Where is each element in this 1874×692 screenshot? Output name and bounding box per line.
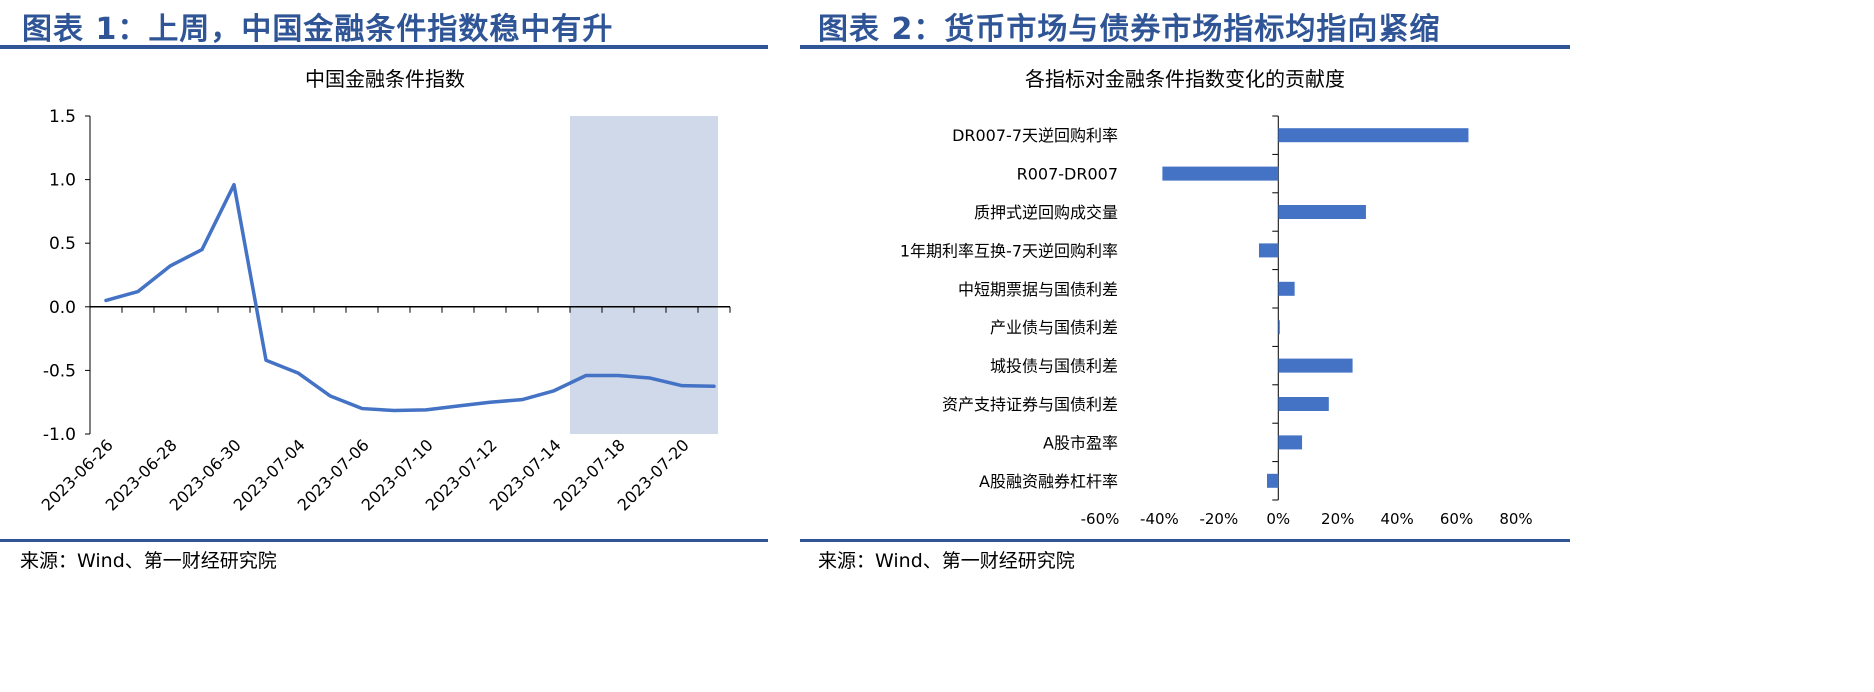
- x-tick-label: -60%: [1081, 510, 1120, 528]
- bar: [1278, 320, 1280, 335]
- data-point: [456, 404, 460, 408]
- bar: [1258, 243, 1279, 258]
- category-label: DR007-7天逆回购利率: [952, 126, 1118, 145]
- data-point: [296, 371, 300, 375]
- category-label: 质押式逆回购成交量: [974, 203, 1118, 222]
- category-label: 产业债与国债利差: [990, 318, 1118, 337]
- bar-chart: DR007-7天逆回购利率 R007-DR007 质押式逆回购成交量 1年期利率互换-…: [900, 115, 1533, 528]
- panel-2-source: 来源：Wind、第一财经研究院: [818, 550, 1075, 572]
- data-point: [136, 290, 140, 294]
- panel-2-heading-rule: [800, 45, 1570, 49]
- data-point: [392, 408, 396, 412]
- data-point: [232, 183, 236, 187]
- chart-1-title: 中国金融条件指数: [305, 67, 465, 91]
- line-chart: 1.51.00.50.0-0.5-1.02023-06-262023-06-28…: [38, 107, 731, 515]
- category-label: A股融资融券杠杆率: [979, 472, 1118, 491]
- x-tick-label: 20%: [1321, 510, 1354, 528]
- x-tick-label: 60%: [1440, 510, 1473, 528]
- panel-2-heading: 图表 2：货币市场与债券市场指标均指向紧缩: [818, 12, 1441, 47]
- x-tick-label: 40%: [1380, 510, 1413, 528]
- category-label: 城投债与国债利差: [990, 357, 1118, 376]
- data-point: [424, 408, 428, 412]
- bar: [1278, 397, 1329, 411]
- data-point: [552, 389, 556, 393]
- data-point: [104, 298, 108, 302]
- chart-2-title: 各指标对金融条件指数变化的贡献度: [1025, 67, 1345, 91]
- category-label: R007-DR007: [1017, 165, 1118, 184]
- x-tick-label: 0%: [1266, 510, 1290, 528]
- data-point: [488, 400, 492, 404]
- category-label: A股市盈率: [1043, 433, 1118, 452]
- data-point: [616, 373, 620, 377]
- panel-2-footer-rule: [800, 539, 1570, 542]
- category-label: 中短期票据与国债利差: [958, 280, 1118, 299]
- category-label: 1年期利率互换-7天逆回购利率: [900, 241, 1118, 260]
- data-point: [168, 264, 172, 268]
- y-tick-label: -1.0: [43, 425, 76, 445]
- panel-1-footer-rule: [0, 539, 768, 542]
- data-point: [712, 384, 716, 388]
- panel-1-source: 来源：Wind、第一财经研究院: [20, 550, 277, 572]
- data-point: [584, 373, 588, 377]
- panel-1-heading-rule: [0, 45, 768, 49]
- y-tick-label: 0.0: [49, 298, 76, 318]
- bar: [1266, 473, 1279, 488]
- y-tick-label: -0.5: [43, 361, 76, 381]
- data-point: [360, 407, 364, 411]
- y-tick-label: 1.0: [49, 171, 76, 191]
- y-tick-label: 1.5: [49, 107, 76, 127]
- panel-1-heading: 图表 1：上周，中国金融条件指数稳中有升: [22, 12, 614, 47]
- data-point: [680, 384, 684, 388]
- series-line: [104, 182, 716, 413]
- bar: [1162, 166, 1279, 181]
- bar: [1278, 281, 1295, 296]
- data-point: [520, 398, 524, 402]
- bar: [1278, 358, 1353, 373]
- bar: [1278, 205, 1366, 219]
- x-tick-label: -20%: [1199, 510, 1238, 528]
- data-point: [200, 248, 204, 252]
- bar: [1278, 435, 1303, 450]
- category-label: 资产支持证券与国债利差: [942, 395, 1118, 414]
- bar: [1278, 128, 1469, 143]
- data-point: [328, 394, 332, 398]
- x-tick-label: 80%: [1499, 510, 1532, 528]
- highlight-band: [570, 116, 718, 434]
- data-point: [648, 376, 652, 380]
- x-tick-label: -40%: [1140, 510, 1179, 528]
- y-tick-label: 0.5: [49, 234, 76, 254]
- data-point: [264, 358, 268, 362]
